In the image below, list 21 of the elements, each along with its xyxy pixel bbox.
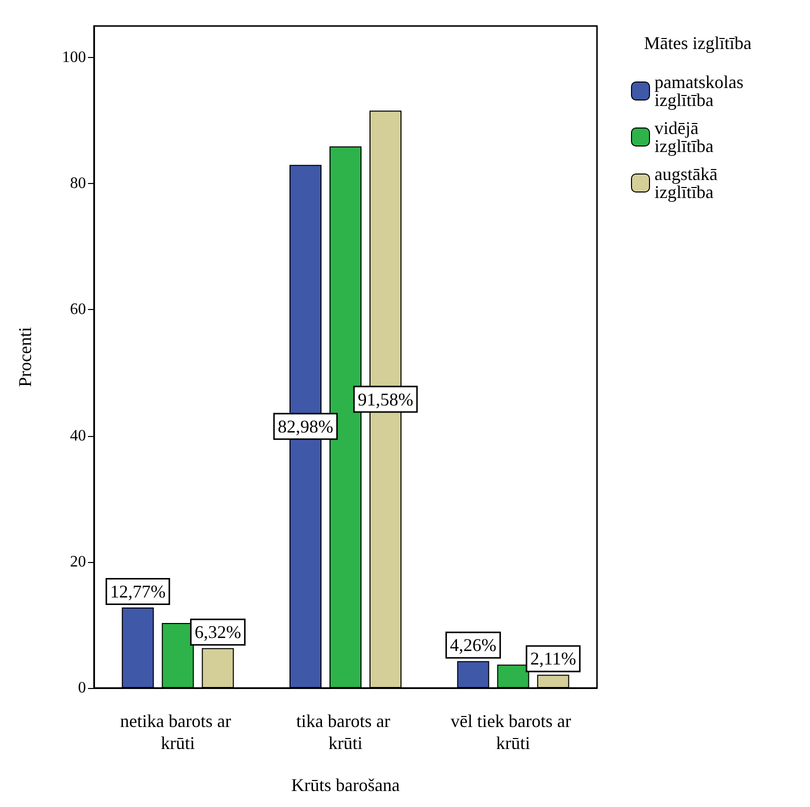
y-tick-label: 100 bbox=[62, 49, 86, 66]
x-tick-label: tika barots ar krūti bbox=[296, 711, 395, 753]
legend-title: Mātes izglītība bbox=[644, 33, 752, 53]
x-axis-title: Krūts barošana bbox=[291, 775, 400, 795]
legend-label: augstākā izglītība bbox=[654, 164, 722, 202]
x-tick-label: netika barots ar krūti bbox=[120, 711, 236, 753]
y-tick-label: 60 bbox=[70, 301, 86, 318]
data-label: 82,98% bbox=[278, 416, 334, 436]
data-label: 4,26% bbox=[450, 635, 496, 656]
x-tick-label: vēl tiek barots ar krūti bbox=[450, 711, 576, 753]
y-tick-label: 80 bbox=[70, 175, 86, 192]
y-tick-label: 40 bbox=[70, 427, 86, 444]
y-tick-label: 0 bbox=[78, 680, 86, 696]
data-label: 91,58% bbox=[358, 389, 414, 410]
data-label: 2,11% bbox=[530, 648, 576, 669]
legend-label: pamatskolas izglītība bbox=[654, 72, 748, 110]
data-label: 12,77% bbox=[110, 581, 166, 602]
y-tick-label: 20 bbox=[70, 553, 86, 570]
data-label: 6,32% bbox=[194, 622, 242, 642]
legend-label: vidējā izglītība bbox=[654, 118, 714, 156]
y-axis-title: Procenti bbox=[15, 327, 35, 387]
